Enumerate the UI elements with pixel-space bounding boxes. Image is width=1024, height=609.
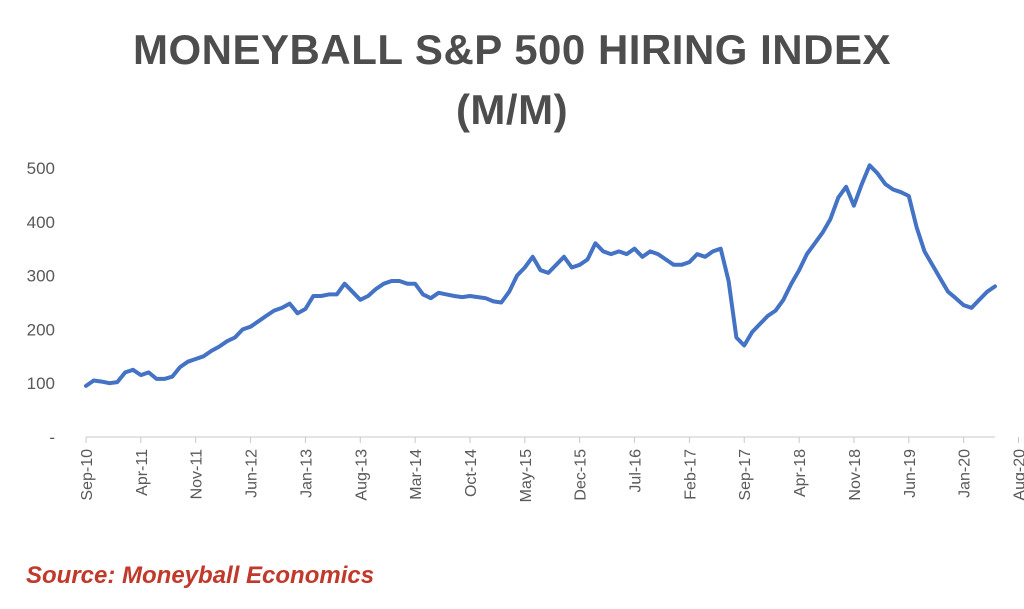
x-tick-label: Jan-20 <box>957 449 974 498</box>
x-tick-label: May-15 <box>518 449 535 502</box>
chart-title-line1: MONEYBALL S&P 500 HIRING INDEX <box>133 26 891 73</box>
x-tick-label: Nov-18 <box>847 449 864 501</box>
series-line <box>84 163 997 388</box>
x-tick-label: Dec-15 <box>573 449 590 501</box>
y-tick-label: 200 <box>27 320 55 339</box>
x-tick-label: Jun-12 <box>244 449 261 498</box>
x-tick-label: Aug-13 <box>353 449 370 501</box>
source-note: Source: Moneyball Economics <box>26 562 375 589</box>
line-chart: - 100 200 300 400 500 Sep-10 Apr-11 Nov-11 Jun-12… <box>27 159 1024 502</box>
x-tick-label: Apr-18 <box>792 449 809 497</box>
y-tick-label: - <box>49 428 55 447</box>
x-tick-label: Sep-17 <box>737 449 754 501</box>
x-tick-label: Nov-11 <box>189 449 206 499</box>
y-tick-label: 300 <box>27 267 55 286</box>
x-tick-label: Jan-13 <box>298 449 315 498</box>
y-tick-label: 400 <box>27 213 55 232</box>
x-tick-label: Sep-10 <box>79 449 96 501</box>
chart-title-line2: (M/M) <box>455 86 569 133</box>
x-tick-label: Feb-17 <box>682 449 699 500</box>
y-tick-label: 100 <box>27 374 55 393</box>
y-tick-label: 500 <box>27 159 55 178</box>
x-tick-label: Jun-19 <box>902 449 919 498</box>
x-tick-label: Mar-14 <box>408 449 425 500</box>
x-tick-label: Jul-16 <box>628 449 645 493</box>
x-tick-label: Apr-11 <box>134 449 151 496</box>
x-tick-label: Aug-20 <box>1012 449 1024 501</box>
x-tick-label: Oct-14 <box>463 449 480 497</box>
